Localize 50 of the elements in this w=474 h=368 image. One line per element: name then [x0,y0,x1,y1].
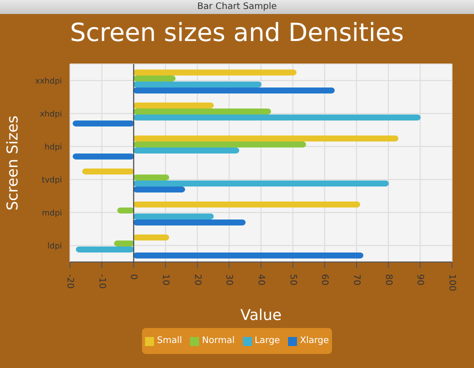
bar [133,252,364,258]
x-tick-label: 20 [192,274,202,286]
y-tick-label: xxhdpi [35,76,62,86]
bar [133,135,398,142]
x-tick-label: 60 [319,274,330,286]
x-tick-label: 0 [128,274,138,280]
x-tick-label: 30 [224,274,234,286]
x-tick-label: 10 [160,274,170,286]
y-tick-label: ldpi [47,241,62,250]
x-tick-label: 50 [287,274,298,286]
x-tick-label: 80 [382,274,393,286]
bar [76,246,134,252]
bar [133,201,360,208]
bar [82,168,134,174]
bar [133,81,262,88]
x-tick-label: 90 [414,274,425,286]
x-tick-label: 40 [256,274,266,286]
bar [133,219,246,226]
x-tick-label: -10 [96,274,106,289]
bar [133,180,389,186]
x-tick-label: 70 [351,274,362,286]
legend-label: Normal [202,336,235,346]
x-axis-title: Value [240,306,282,324]
bar [133,87,335,94]
bar [133,102,214,108]
bar [72,120,134,126]
bar [133,141,306,148]
bar [133,69,297,76]
x-tick-label: -20 [64,274,75,289]
bar [133,186,186,192]
x-tick-label: 100 [446,274,457,292]
y-tick-label: hdpi [44,142,62,152]
y-tick-label: mdpi [42,208,62,218]
bar [133,147,240,154]
bar [133,213,214,220]
bar [133,114,421,120]
y-tick-label: xhdpi [40,109,62,118]
bar [133,174,170,180]
bar [114,240,134,246]
chart-title: Screen sizes and Densities [69,18,405,47]
bar [133,234,170,240]
bar [72,153,134,160]
bar [133,75,176,82]
legend-label: Small [157,336,182,346]
y-tick-label: tvdpi [42,175,62,184]
y-axis-title: Screen Sizes [3,115,22,210]
bar [133,108,272,114]
legend-label: Xlarge [300,336,329,346]
legend-label: Large [254,336,280,346]
text: Bar Chart Sample [197,2,277,12]
